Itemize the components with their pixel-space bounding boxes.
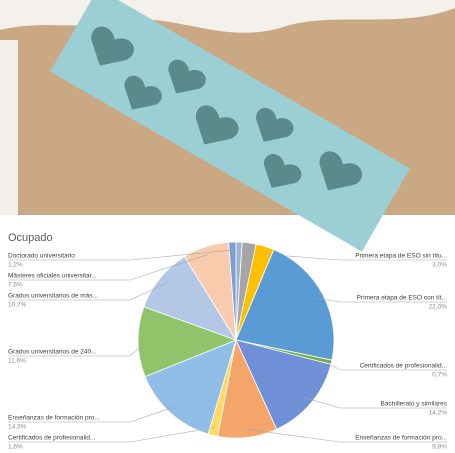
data-label-value: 11,6% (8, 358, 26, 365)
pie-slice (235, 249, 335, 361)
leader-line (262, 253, 447, 261)
data-label-name: Primera etapa de ESO con tít... (357, 295, 448, 302)
leader-line (246, 429, 447, 443)
data-label-value: 10,7% (8, 302, 27, 309)
data-label-name: Grados universitarios de más... (8, 293, 98, 300)
pie-slice (228, 241, 237, 341)
leader-line (8, 406, 176, 423)
data-label-name: Doctorado universitario (8, 253, 75, 260)
leader-line (8, 249, 233, 261)
leader-line (8, 283, 167, 301)
photo (0, 0, 455, 252)
leader-line (304, 397, 447, 409)
data-label-value: 14,3% (8, 424, 27, 431)
data-label-name: Primera etapa de ESO sin títu... (355, 253, 447, 260)
data-label-value: 14,2% (429, 410, 448, 417)
pie-slice (235, 339, 332, 430)
data-label-name: Certificados de profesionalid... (8, 435, 96, 442)
data-label-name: Grados universitarios de 240... (8, 349, 97, 356)
data-label-value: 22,0% (429, 304, 448, 311)
data-label-value: 3,0% (432, 262, 447, 269)
data-label-name: Enseñanzas de formación pro... (8, 415, 100, 422)
data-label-value: 9,8% (432, 444, 447, 451)
chart-title: Ocupado (8, 232, 53, 244)
pie-slice (144, 339, 237, 435)
leader-line (8, 254, 209, 281)
data-label-value: 1,6% (8, 444, 23, 451)
data-label-name: Másteres oficiales universitar... (8, 273, 97, 280)
leader-line (8, 341, 147, 357)
data-label-name: Certificados de profesionalid... (360, 363, 448, 370)
data-label-name: Enseñanzas de formación pro... (355, 435, 447, 442)
data-label-value: 1,2% (8, 262, 23, 269)
leader-line (8, 427, 215, 443)
data-label-name: Bachillerato y similares (381, 401, 448, 408)
data-label-value: 7,6% (8, 282, 23, 289)
pie-slice (137, 306, 238, 378)
data-label-value: 0,7% (432, 372, 447, 379)
leader-line (315, 297, 447, 303)
